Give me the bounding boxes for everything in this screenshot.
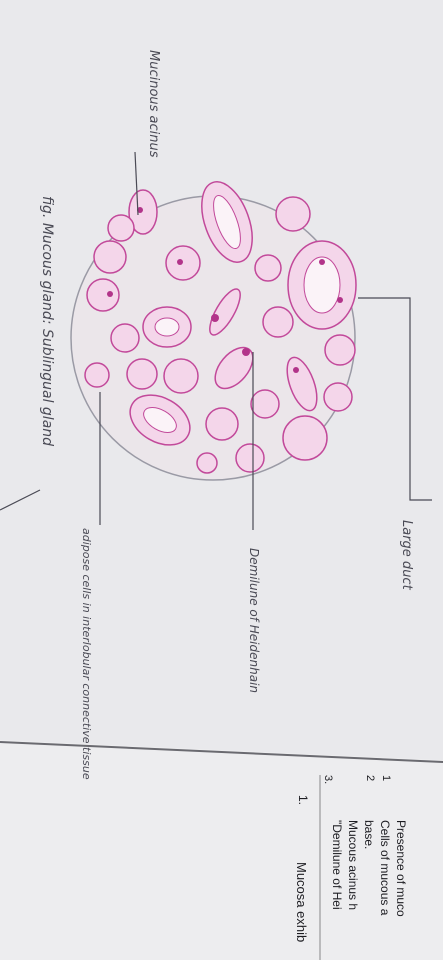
list-number: 1 bbox=[380, 775, 392, 781]
figure-caption: fig. Mucous gland: Sublingual gland bbox=[39, 196, 55, 446]
label: Mucinous acinus bbox=[146, 50, 161, 158]
label: Demilune of Heidenhain bbox=[247, 548, 261, 693]
text-line: Presence of muco bbox=[394, 820, 408, 917]
leader-lines bbox=[0, 151, 432, 530]
text-line: Mucous acinus h bbox=[346, 820, 360, 910]
label: Large duct bbox=[399, 520, 414, 591]
gland-section bbox=[70, 181, 357, 481]
text-line: "Demilune of Hei bbox=[330, 820, 344, 910]
text-line: base. bbox=[362, 820, 376, 849]
list-number: 1. bbox=[296, 795, 310, 805]
page-edge bbox=[0, 741, 443, 763]
text-line: Mucosa exhib bbox=[294, 862, 309, 942]
list-number: 3. bbox=[322, 775, 334, 784]
text-line: Cells of mucous a bbox=[378, 820, 392, 916]
label: adipose cells in interlobular connective… bbox=[80, 528, 93, 780]
list-number: 2 bbox=[364, 775, 376, 781]
printed-page bbox=[0, 740, 443, 960]
